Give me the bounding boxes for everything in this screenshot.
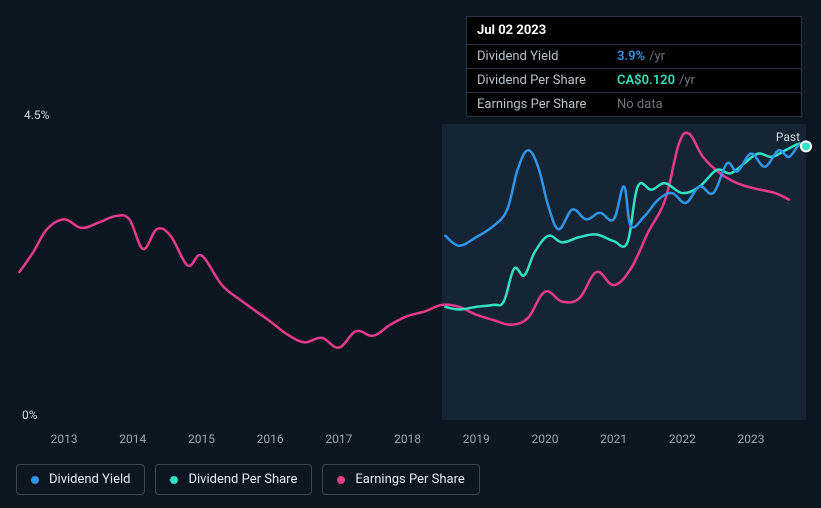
chart-tooltip: Jul 02 2023 Dividend Yield 3.9% /yr Divi… bbox=[466, 16, 802, 117]
x-tick-label: 2019 bbox=[463, 432, 490, 446]
past-label: Past bbox=[776, 130, 800, 144]
tooltip-value: CA$0.120 bbox=[617, 73, 675, 88]
tooltip-label: Dividend Per Share bbox=[477, 73, 617, 88]
end-marker-icon bbox=[801, 141, 811, 151]
legend-dot-icon bbox=[170, 476, 178, 484]
x-tick-label: 2014 bbox=[119, 432, 146, 446]
x-axis: 2013 2014 2015 2016 2017 2018 2019 2020 2021 2022… bbox=[16, 432, 806, 450]
legend-item-dividend-per-share[interactable]: Dividend Per Share bbox=[155, 464, 312, 495]
legend-item-dividend-yield[interactable]: Dividend Yield bbox=[16, 464, 145, 495]
tooltip-row-dividend-per-share: Dividend Per Share CA$0.120 /yr bbox=[467, 69, 801, 93]
dividend-chart: Jul 02 2023 Dividend Yield 3.9% /yr Divi… bbox=[0, 0, 821, 508]
legend-item-earnings-per-share[interactable]: Earnings Per Share bbox=[322, 464, 479, 495]
tooltip-unit: /yr bbox=[679, 73, 695, 88]
tooltip-row-dividend-yield: Dividend Yield 3.9% /yr bbox=[467, 45, 801, 69]
series-line bbox=[445, 145, 806, 246]
x-tick-label: 2015 bbox=[188, 432, 215, 446]
plot-area[interactable]: Past bbox=[16, 124, 806, 420]
legend-dot-icon bbox=[337, 476, 345, 484]
legend-label: Earnings Per Share bbox=[355, 472, 464, 487]
tooltip-date: Jul 02 2023 bbox=[467, 17, 801, 45]
x-tick-label: 2013 bbox=[51, 432, 78, 446]
legend-label: Dividend Yield bbox=[49, 472, 130, 487]
tooltip-label: Earnings Per Share bbox=[477, 97, 617, 112]
y-axis-max-label: 4.5% bbox=[24, 108, 49, 122]
legend-dot-icon bbox=[31, 476, 39, 484]
legend-label: Dividend Per Share bbox=[188, 472, 297, 487]
x-tick-label: 2020 bbox=[531, 432, 558, 446]
tooltip-row-earnings-per-share: Earnings Per Share No data bbox=[467, 93, 801, 116]
tooltip-value: No data bbox=[617, 97, 663, 112]
x-tick-label: 2018 bbox=[394, 432, 421, 446]
plot-svg bbox=[16, 124, 806, 420]
series-line bbox=[19, 133, 788, 348]
legend: Dividend Yield Dividend Per Share Earnin… bbox=[16, 464, 480, 495]
tooltip-unit: /yr bbox=[649, 49, 665, 64]
x-tick-label: 2023 bbox=[738, 432, 765, 446]
x-tick-label: 2016 bbox=[257, 432, 284, 446]
series-line bbox=[445, 144, 806, 310]
tooltip-value: 3.9% bbox=[617, 49, 645, 64]
tooltip-label: Dividend Yield bbox=[477, 49, 617, 64]
x-tick-label: 2021 bbox=[600, 432, 627, 446]
x-tick-label: 2017 bbox=[325, 432, 352, 446]
x-tick-label: 2022 bbox=[669, 432, 696, 446]
